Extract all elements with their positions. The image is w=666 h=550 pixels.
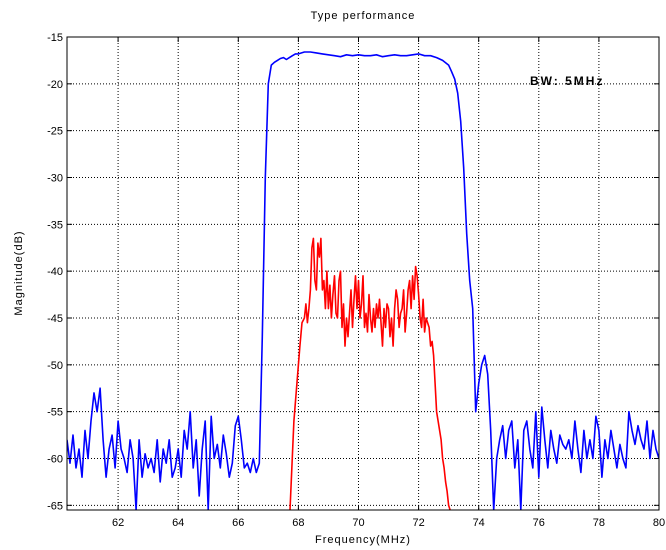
y-tick-label: -35 — [47, 219, 63, 231]
bandwidth-annotation: BW: 5MHz — [530, 74, 604, 88]
x-tick-label: 62 — [112, 517, 124, 529]
x-ticks: 62 64 66 68 70 72 74 76 78 80 — [112, 37, 665, 529]
y-tick-label: -60 — [47, 453, 63, 465]
x-tick-label: 64 — [172, 517, 184, 529]
plot-frame — [66, 36, 660, 511]
x-tick-label: 74 — [473, 517, 485, 529]
y-axis-label: Magnitude(dB) — [13, 230, 25, 315]
x-tick-label: 72 — [412, 517, 424, 529]
series-line-1 — [67, 51, 659, 510]
series-group — [67, 51, 659, 510]
x-tick-label: 70 — [352, 517, 364, 529]
y-ticks: -15 -20 -25 -30 -35 -40 -45 -50 -55 -60 -65 — [47, 32, 659, 512]
y-tick-label: -40 — [47, 266, 63, 278]
x-tick-label: 78 — [593, 517, 605, 529]
y-tick-label: -50 — [47, 360, 63, 372]
x-axis-label: Frequency(MHz) — [315, 534, 411, 546]
x-tick-label: 80 — [653, 517, 665, 529]
series-line-2 — [289, 237, 451, 510]
y-tick-label: -15 — [47, 32, 63, 44]
y-tick-label: -30 — [47, 172, 63, 184]
y-tick-label: -65 — [47, 500, 63, 512]
y-tick-label: -25 — [47, 126, 63, 138]
grid — [67, 37, 659, 510]
x-tick-label: 76 — [533, 517, 545, 529]
y-tick-label: -55 — [47, 407, 63, 419]
chart-title: Type performance — [311, 10, 416, 22]
y-tick-label: -45 — [47, 313, 63, 325]
x-tick-label: 66 — [232, 517, 244, 529]
y-tick-label: -20 — [47, 79, 63, 91]
x-tick-label: 68 — [292, 517, 304, 529]
